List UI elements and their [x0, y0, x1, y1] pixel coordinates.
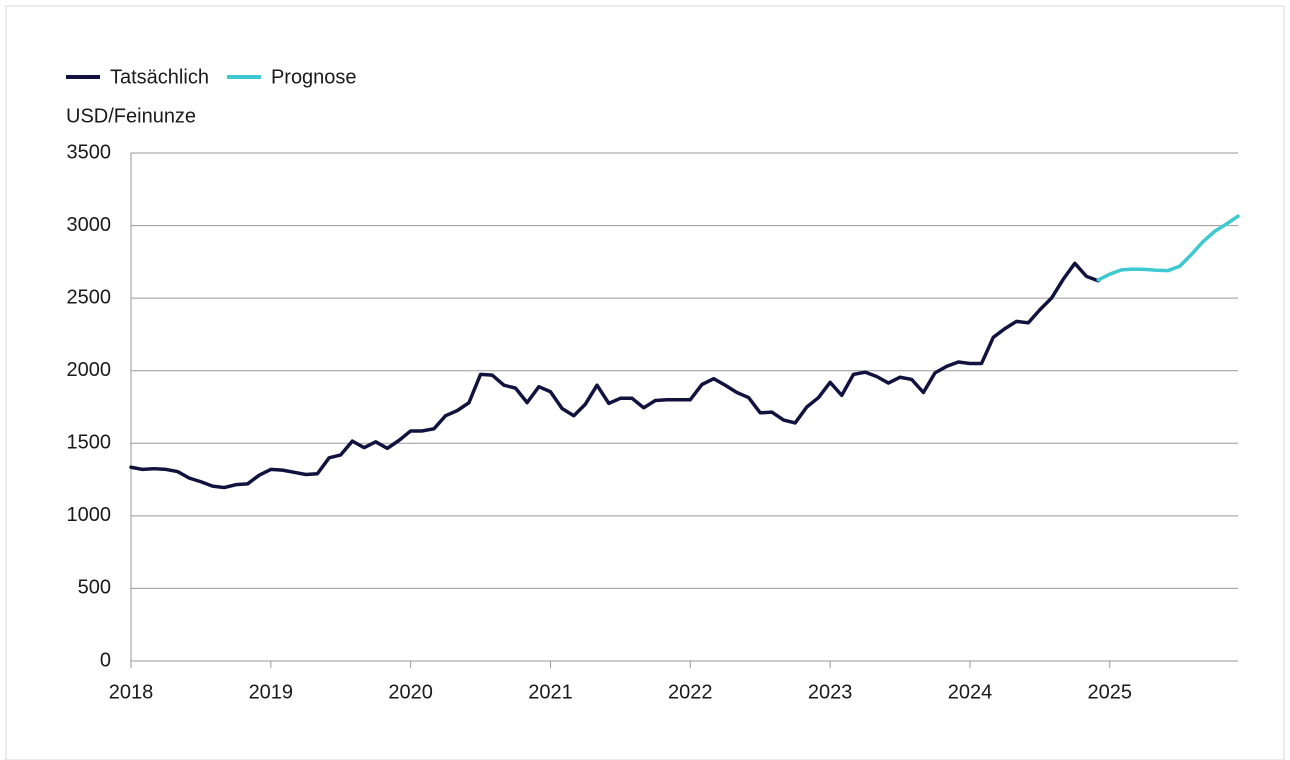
legend-label: Prognose — [271, 66, 357, 88]
x-tick-label: 2020 — [388, 681, 433, 703]
legend-label: Tatsächlich — [110, 66, 209, 88]
y-tick-label: 1500 — [67, 432, 112, 454]
series-line — [129, 261, 1100, 490]
y-tick-label: 3000 — [67, 214, 112, 236]
y-axis-label: USD/Feinunze — [66, 105, 196, 127]
x-tick-label: 2018 — [109, 681, 154, 703]
y-tick-label: 2000 — [67, 359, 112, 381]
y-tick-label: 3500 — [67, 141, 112, 163]
x-tick-label: 2022 — [668, 681, 713, 703]
y-tick-label: 0 — [100, 649, 111, 671]
y-tick-label: 500 — [78, 577, 111, 599]
y-tick-label: 2500 — [67, 286, 112, 308]
series-line — [1096, 214, 1240, 282]
x-tick-label: 2025 — [1088, 681, 1133, 703]
x-tick-label: 2023 — [808, 681, 853, 703]
x-tick-label: 2024 — [948, 681, 993, 703]
x-tick-label: 2021 — [528, 681, 573, 703]
frame — [5, 5, 1285, 760]
x-tick-label: 2019 — [249, 681, 294, 703]
y-tick-label: 1000 — [67, 504, 112, 526]
